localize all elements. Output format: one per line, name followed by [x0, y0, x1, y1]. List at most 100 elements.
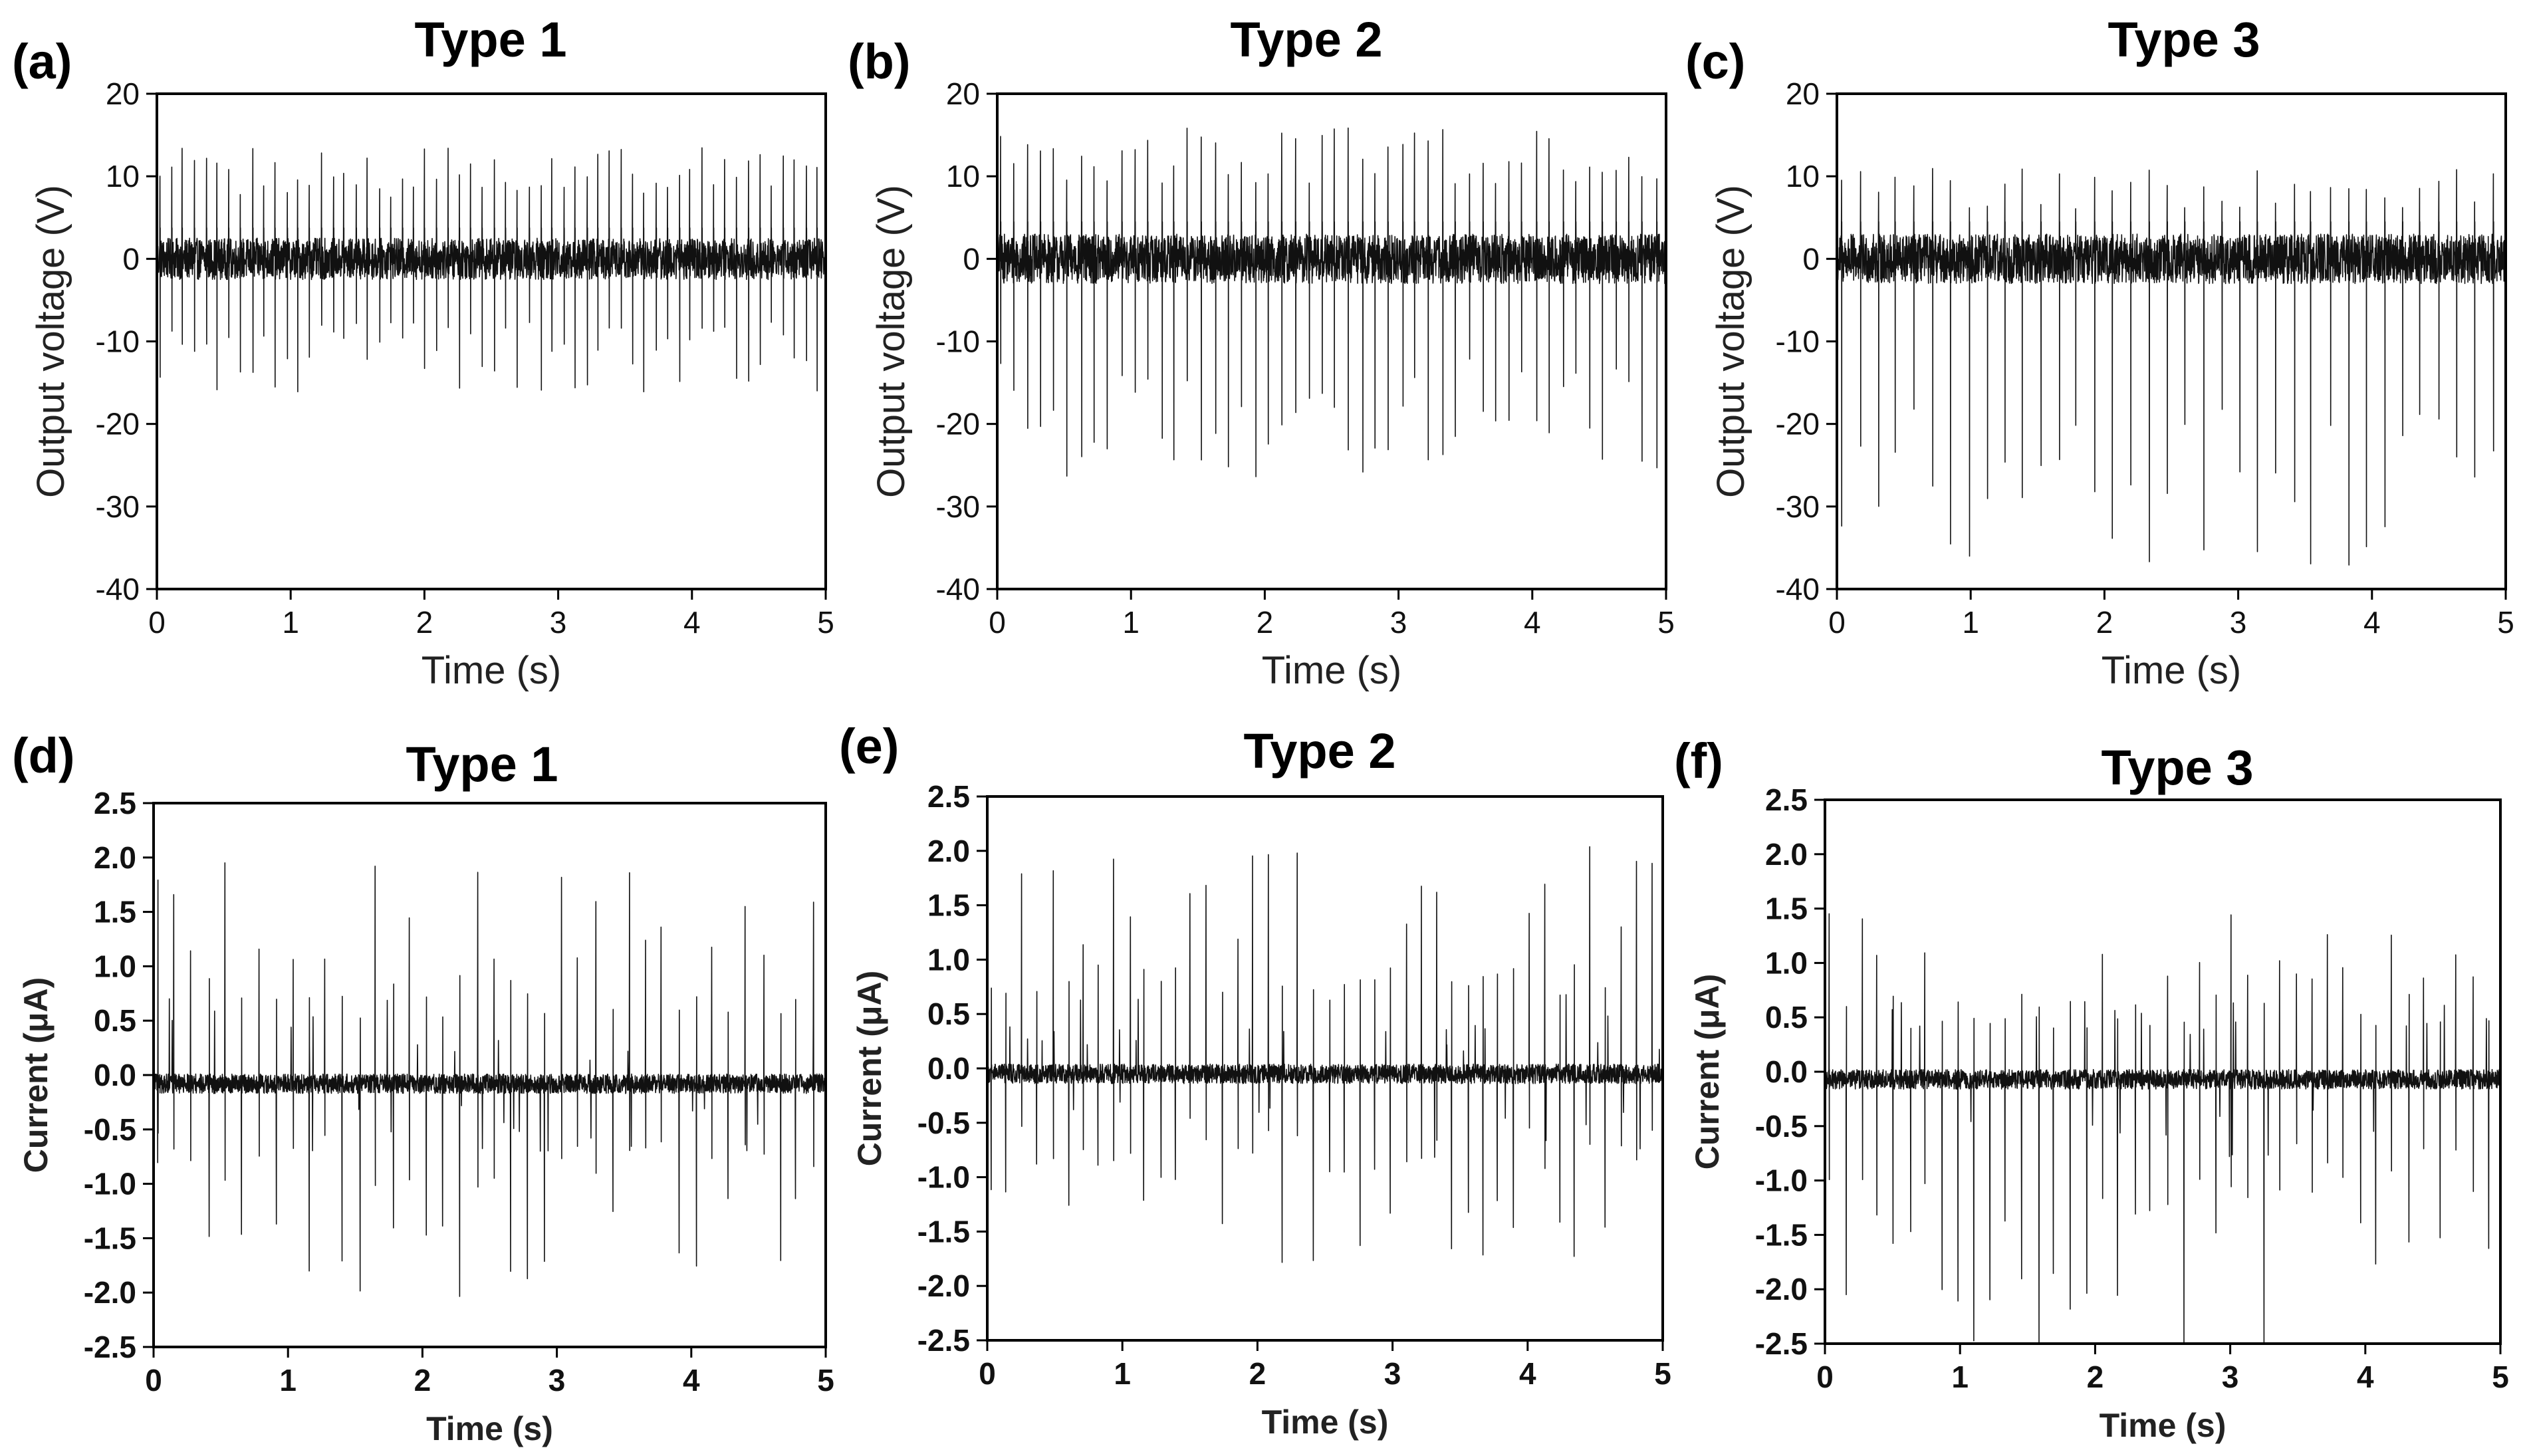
x-tick-label-b-4: 4: [1524, 605, 1541, 640]
panel-label-f: (f): [1674, 733, 1723, 789]
y-tick-label-d-6: -0.5: [84, 1112, 136, 1147]
x-tick-label-c-0: 0: [1828, 605, 1846, 640]
y-tick-label-e-9: -2.0: [917, 1269, 970, 1303]
y-axis-label-d: Current (μA): [17, 977, 55, 1173]
y-tick-label-b-2: 0: [963, 241, 980, 276]
y-tick-label-d-7: -1.0: [84, 1167, 136, 1201]
panel-e: (e) Type 2 0 1 2 3 4 5 2.5 2.0 1.5 1.0 0.5 0.0 -0.5 -1.…: [839, 719, 1671, 1441]
y-tick-label-f-6: -0.5: [1755, 1109, 1808, 1144]
x-tick-label-d-4: 4: [683, 1363, 700, 1397]
x-tick-label-d-5: 5: [817, 1363, 834, 1397]
y-tick-label-e-6: -0.5: [917, 1106, 970, 1140]
y-tick-label-b-1: 10: [946, 159, 980, 193]
y-tick-label-d-0: 2.5: [94, 786, 136, 820]
x-tick-label-b-0: 0: [989, 605, 1006, 640]
series-trace-a: [156, 147, 826, 392]
y-axis-label-b: Output voltage (V): [870, 185, 913, 498]
x-tick-label-a-5: 5: [817, 605, 834, 640]
y-tick-label-a-1: 10: [106, 159, 140, 193]
x-tick-label-a-3: 3: [550, 605, 567, 640]
x-tick-label-f-4: 4: [2357, 1360, 2374, 1394]
series-trace-d: [153, 862, 826, 1297]
plot-frame-c: [1836, 92, 2507, 590]
x-tick-label-b-5: 5: [1657, 605, 1675, 640]
x-tick-label-b-1: 1: [1122, 605, 1140, 640]
x-tick-label-a-0: 0: [148, 605, 166, 640]
x-tick-label-e-1: 1: [1114, 1356, 1131, 1391]
x-tick-label-d-3: 3: [548, 1363, 566, 1397]
x-tick-label-c-2: 2: [2096, 605, 2113, 640]
panel-label-b: (b): [848, 34, 911, 89]
y-tick-label-f-9: -2.0: [1755, 1272, 1808, 1306]
panel-a: (a) Type 1 0 1 2 3 4 5 20 10 0 -10 -20 -30 -40 Time (s)…: [12, 12, 834, 692]
x-tick-label-c-1: 1: [1962, 605, 1979, 640]
y-tick-label-f-1: 2.0: [1765, 837, 1808, 872]
y-tick-label-f-8: -1.5: [1755, 1217, 1808, 1252]
panel-title-e: Type 2: [1244, 723, 1396, 779]
y-tick-label-d-3: 1.0: [94, 949, 136, 983]
x-axis-label-f: Time (s): [2100, 1407, 2227, 1444]
y-tick-label-c-3: -10: [1776, 324, 1820, 359]
y-tick-label-a-2: 0: [122, 241, 140, 276]
y-tick-label-a-4: -20: [96, 407, 140, 441]
x-tick-label-d-2: 2: [414, 1363, 431, 1397]
y-tick-label-d-10: -2.5: [84, 1330, 136, 1364]
plot-frame-b: [996, 92, 1667, 590]
panel-title-f: Type 3: [2102, 740, 2254, 795]
x-tick-label-e-5: 5: [1654, 1356, 1671, 1391]
x-axis-label-d: Time (s): [426, 1410, 553, 1447]
y-tick-label-b-0: 20: [946, 76, 980, 111]
x-tick-label-e-0: 0: [979, 1356, 996, 1391]
x-tick-label-f-2: 2: [2087, 1360, 2104, 1394]
y-tick-label-e-3: 1.0: [927, 942, 970, 977]
y-tick-label-e-8: -1.5: [917, 1214, 970, 1249]
x-axis-label-c: Time (s): [2102, 649, 2241, 692]
y-axis-label-f: Current (μA): [1689, 974, 1726, 1169]
x-tick-label-f-1: 1: [1951, 1360, 1969, 1394]
series-trace-c: [1836, 168, 2506, 566]
y-axis-label-e: Current (μA): [851, 971, 888, 1166]
y-tick-label-d-8: -1.5: [84, 1221, 136, 1255]
x-tick-label-b-3: 3: [1390, 605, 1407, 640]
x-tick-label-f-5: 5: [2492, 1360, 2509, 1394]
y-tick-label-e-4: 0.5: [927, 997, 970, 1031]
panel-b: (b) Type 2 0 1 2 3 4 5 20 10 0 -10 -20 -30 -40 Time (s)…: [848, 12, 1675, 692]
panel-c: (c) Type 3 0 1 2 3 4 5 20 10 0 -10 -20 -30 -40 Time (s)…: [1685, 12, 2514, 692]
panel-label-d: (d): [12, 728, 75, 783]
y-tick-label-f-2: 1.5: [1765, 892, 1808, 926]
y-tick-label-d-9: -2.0: [84, 1275, 136, 1310]
y-tick-label-f-7: -1.0: [1755, 1163, 1808, 1198]
y-tick-label-e-5: 0.0: [927, 1051, 970, 1086]
y-tick-label-c-2: 0: [1802, 241, 1820, 276]
x-tick-label-e-3: 3: [1384, 1356, 1401, 1391]
y-tick-label-a-6: -40: [96, 572, 140, 606]
x-tick-label-c-4: 4: [2363, 605, 2381, 640]
x-axis-label-e: Time (s): [1262, 1403, 1389, 1441]
x-tick-label-e-4: 4: [1519, 1356, 1536, 1391]
y-tick-label-a-5: -30: [96, 489, 140, 524]
y-tick-label-e-10: -2.5: [917, 1323, 970, 1358]
panel-title-c: Type 3: [2108, 12, 2260, 67]
y-tick-label-f-3: 1.0: [1765, 945, 1808, 980]
x-tick-label-f-3: 3: [2222, 1360, 2239, 1394]
x-tick-label-e-2: 2: [1249, 1356, 1266, 1391]
y-tick-label-b-4: -20: [936, 407, 980, 441]
y-tick-label-d-4: 0.5: [94, 1003, 136, 1038]
y-tick-label-b-5: -30: [936, 489, 980, 524]
panel-title-d: Type 1: [406, 737, 558, 792]
y-tick-label-e-1: 2.0: [927, 834, 970, 868]
x-tick-label-d-0: 0: [145, 1363, 162, 1397]
panel-label-c: (c): [1685, 34, 1745, 89]
y-tick-label-d-2: 1.5: [94, 895, 136, 929]
panel-label-e: (e): [839, 719, 899, 774]
y-tick-label-d-5: 0.0: [94, 1058, 136, 1092]
series-trace-e: [987, 846, 1663, 1263]
y-tick-label-c-4: -20: [1776, 407, 1820, 441]
series-trace-b: [997, 127, 1667, 477]
y-tick-label-f-5: 0.0: [1765, 1054, 1808, 1089]
y-tick-label-e-0: 2.5: [927, 779, 970, 814]
y-tick-label-c-1: 10: [1786, 159, 1820, 193]
x-tick-label-a-2: 2: [416, 605, 433, 640]
y-tick-label-f-10: -2.5: [1755, 1326, 1808, 1361]
y-tick-label-d-1: 2.0: [94, 840, 136, 875]
